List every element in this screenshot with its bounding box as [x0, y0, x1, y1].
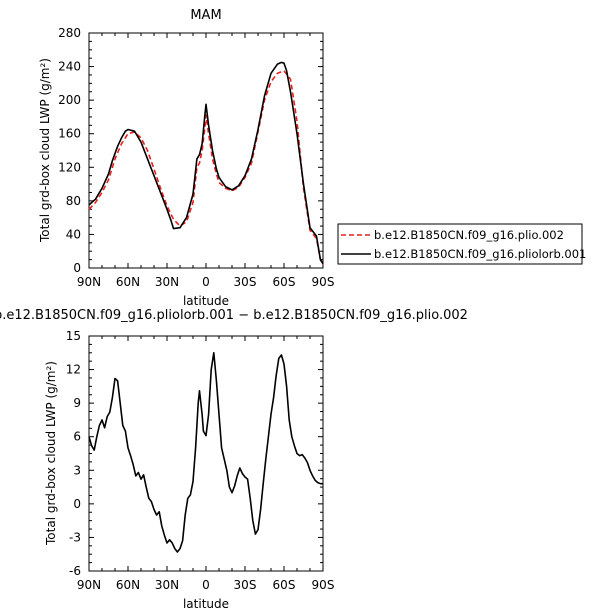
chart-top-ytick-label: 80 [66, 194, 81, 208]
chart-top-x-ticks: 90N 60N 30N 0 30S 60S 90S [77, 33, 335, 289]
chart-bottom-xtick-label: 90N [77, 578, 101, 592]
chart-bottom-ytick-label: -6 [69, 564, 81, 578]
chart-top-plot-area [88, 32, 324, 269]
chart-top-legend: b.e12.B1850CN.f09_g16.plio.002 b.e12.B18… [337, 223, 586, 265]
chart-bottom-xtick-label: 30N [155, 578, 179, 592]
chart-bottom-xtick-label: 0 [202, 578, 210, 592]
chart-bottom-ytick-label: 3 [73, 463, 81, 477]
chart-top-title: MAM [190, 8, 221, 23]
chart-top-ylabel: Total grd-box cloud LWP (g/m²) [38, 58, 52, 243]
chart-top-ytick-label: 160 [58, 127, 81, 141]
chart-top-ytick-label: 200 [58, 93, 81, 107]
chart-top: MAM 0 40 80 120 160 200 240 280 90N 60N 30N 0 30S 60… [38, 8, 334, 308]
chart-top-xtick-label: 0 [202, 275, 210, 289]
chart-bottom-ylabel: Total grd-box cloud LWP (g/m²) [44, 361, 58, 546]
legend-label-series-1: b.e12.B1850CN.f09_g16.plio.002 [374, 228, 564, 242]
chart-bottom-ytick-label: 15 [66, 329, 81, 343]
chart-bottom: b.e12.B1850CN.f09_g16.pliolorb.001 − b.e… [0, 308, 468, 611]
chart-top-xlabel: latitude [183, 294, 229, 308]
chart-bottom-ytick-label: -3 [69, 530, 81, 544]
chart-bottom-xtick-label: 90S [312, 578, 335, 592]
chart-top-ytick-label: 0 [73, 261, 81, 275]
chart-top-ytick-label: 280 [58, 26, 81, 40]
chart-bottom-xtick-label: 60N [116, 578, 140, 592]
chart-top-xtick-label: 90N [77, 275, 101, 289]
chart-bottom-ytick-label: 12 [66, 363, 81, 377]
chart-top-ytick-label: 120 [58, 160, 81, 174]
chart-bottom-series [88, 351, 323, 553]
chart-bottom-xtick-label: 60S [273, 578, 296, 592]
legend-label-series-2: b.e12.B1850CN.f09_g16.pliolorb.001 [374, 247, 586, 261]
chart-top-xtick-label: 60N [116, 275, 140, 289]
chart-top-y-ticks: 0 40 80 120 160 200 240 280 [58, 26, 323, 275]
chart-bottom-plot-area [88, 335, 324, 572]
chart-bottom-title: b.e12.B1850CN.f09_g16.pliolorb.001 − b.e… [0, 308, 468, 323]
chart-bottom-series-line-1 [88, 351, 323, 553]
chart-top-xtick-label: 30N [155, 275, 179, 289]
chart-top-xtick-label: 90S [312, 275, 335, 289]
chart-top-ytick-label: 40 [66, 227, 81, 241]
chart-top-series-line-2 [88, 61, 324, 265]
chart-top-ytick-label: 240 [58, 60, 81, 74]
chart-bottom-ytick-label: 6 [73, 430, 81, 444]
chart-top-xtick-label: 30S [234, 275, 257, 289]
chart-bottom-xtick-label: 30S [234, 578, 257, 592]
chart-top-series [88, 61, 324, 265]
legend-box [337, 223, 583, 265]
chart-bottom-ytick-label: 0 [73, 497, 81, 511]
chart-top-xtick-label: 60S [273, 275, 296, 289]
chart-bottom-xlabel: latitude [183, 597, 229, 611]
chart-bottom-x-ticks: 90N 60N 30N 0 30S 60S 90S [77, 336, 335, 592]
chart-top-series-line-1 [88, 70, 324, 265]
chart-bottom-y-ticks: -6 -3 0 3 6 9 12 15 [66, 329, 323, 578]
chart-bottom-ytick-label: 9 [73, 396, 81, 410]
